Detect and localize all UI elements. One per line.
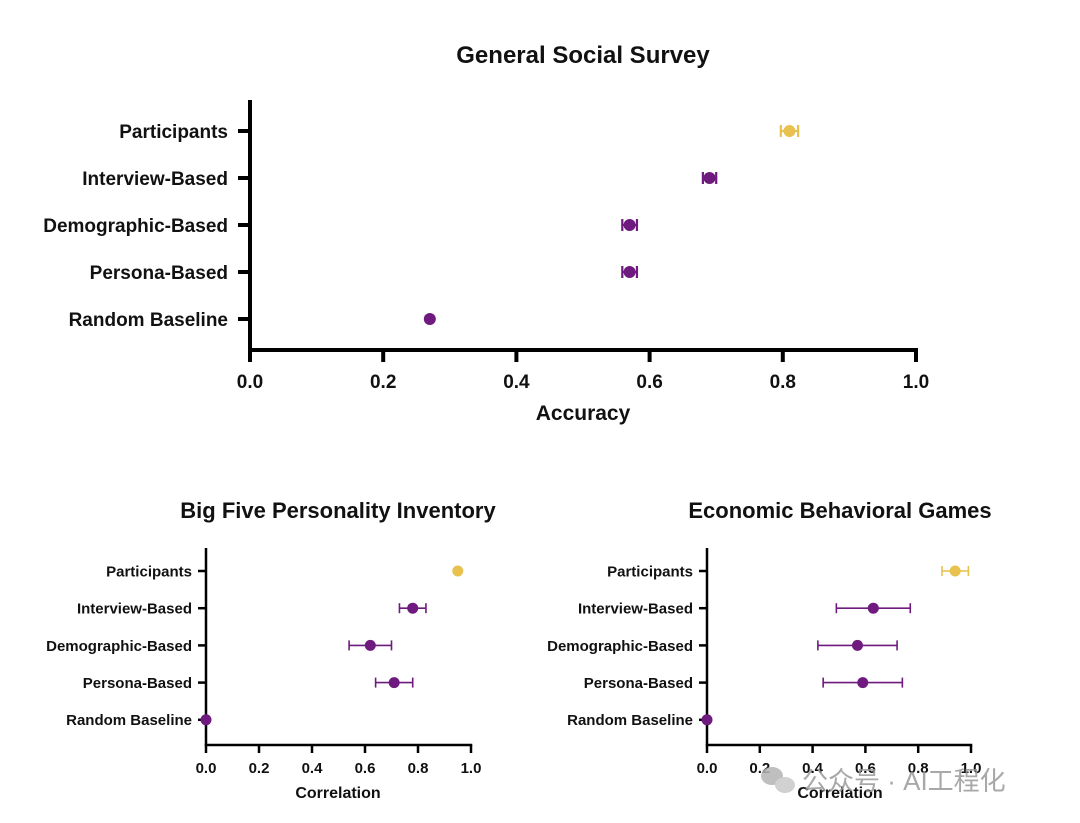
x-tick-label: 0.4	[302, 760, 324, 777]
data-point	[407, 602, 419, 614]
x-axis-label: Accuracy	[536, 402, 631, 425]
category-label: Persona-Based	[90, 263, 228, 284]
x-tick-label: 0.6	[855, 760, 876, 777]
category-label: Participants	[119, 122, 228, 143]
data-point	[851, 639, 863, 651]
data-point	[200, 714, 212, 726]
data-point	[867, 602, 879, 614]
watermark-text: 公众号 · AI工程化	[802, 766, 1006, 796]
data-point	[783, 125, 796, 137]
x-tick-label: 0.4	[503, 372, 530, 393]
data-point	[364, 639, 376, 651]
x-tick-label: 1.0	[461, 760, 482, 777]
x-tick-label: 0.2	[249, 760, 270, 777]
data-point	[423, 313, 436, 325]
x-tick-label: 1.0	[903, 372, 929, 393]
chart-big-five-personality: Big Five Personality Inventory Correlati…	[46, 498, 496, 802]
category-label: Persona-Based	[584, 675, 693, 692]
category-label: Demographic-Based	[43, 216, 228, 237]
category-label: Random Baseline	[66, 712, 192, 729]
x-tick-label: 0.0	[237, 372, 263, 393]
x-tick-label: 0.2	[370, 372, 396, 393]
x-tick-label: 0.4	[802, 760, 824, 777]
data-point	[703, 172, 716, 184]
x-tick-label: 0.0	[196, 760, 217, 777]
x-axis-label: Correlation	[295, 785, 380, 802]
x-tick-label: 1.0	[961, 760, 982, 777]
wechat-icon	[761, 767, 795, 793]
category-label: Participants	[106, 563, 192, 580]
category-label: Persona-Based	[83, 675, 192, 692]
category-label: Random Baseline	[69, 310, 228, 331]
data-point	[623, 219, 636, 231]
chart-title: Economic Behavioral Games	[688, 498, 991, 523]
category-label: Interview-Based	[82, 169, 228, 190]
category-label: Interview-Based	[578, 601, 693, 618]
category-label: Demographic-Based	[46, 638, 192, 655]
x-tick-label: 0.6	[636, 372, 662, 393]
data-point	[949, 565, 961, 577]
category-label: Interview-Based	[77, 601, 192, 618]
category-label: Participants	[607, 563, 693, 580]
data-point	[452, 565, 464, 577]
chart-economic-behavioral-games: Economic Behavioral Games Correlation 0.…	[547, 498, 991, 802]
x-tick-label: 0.0	[697, 760, 718, 777]
chart-title: General Social Survey	[456, 42, 710, 69]
category-label: Demographic-Based	[547, 638, 693, 655]
x-tick-label: 0.8	[408, 760, 429, 777]
category-label: Random Baseline	[567, 712, 693, 729]
x-tick-label: 0.8	[908, 760, 929, 777]
x-tick-label: 0.8	[770, 372, 796, 393]
data-point	[388, 677, 400, 689]
chart-general-social-survey: General Social Survey Accuracy 0.0 0.2 0.4…	[43, 42, 929, 425]
watermark: 公众号 · AI工程化	[761, 766, 1006, 796]
x-tick-label: 0.6	[355, 760, 376, 777]
data-point	[623, 266, 636, 278]
x-axis-label: Correlation	[797, 785, 882, 802]
data-point	[857, 677, 869, 689]
chart-title: Big Five Personality Inventory	[180, 498, 496, 523]
data-point	[701, 714, 713, 726]
